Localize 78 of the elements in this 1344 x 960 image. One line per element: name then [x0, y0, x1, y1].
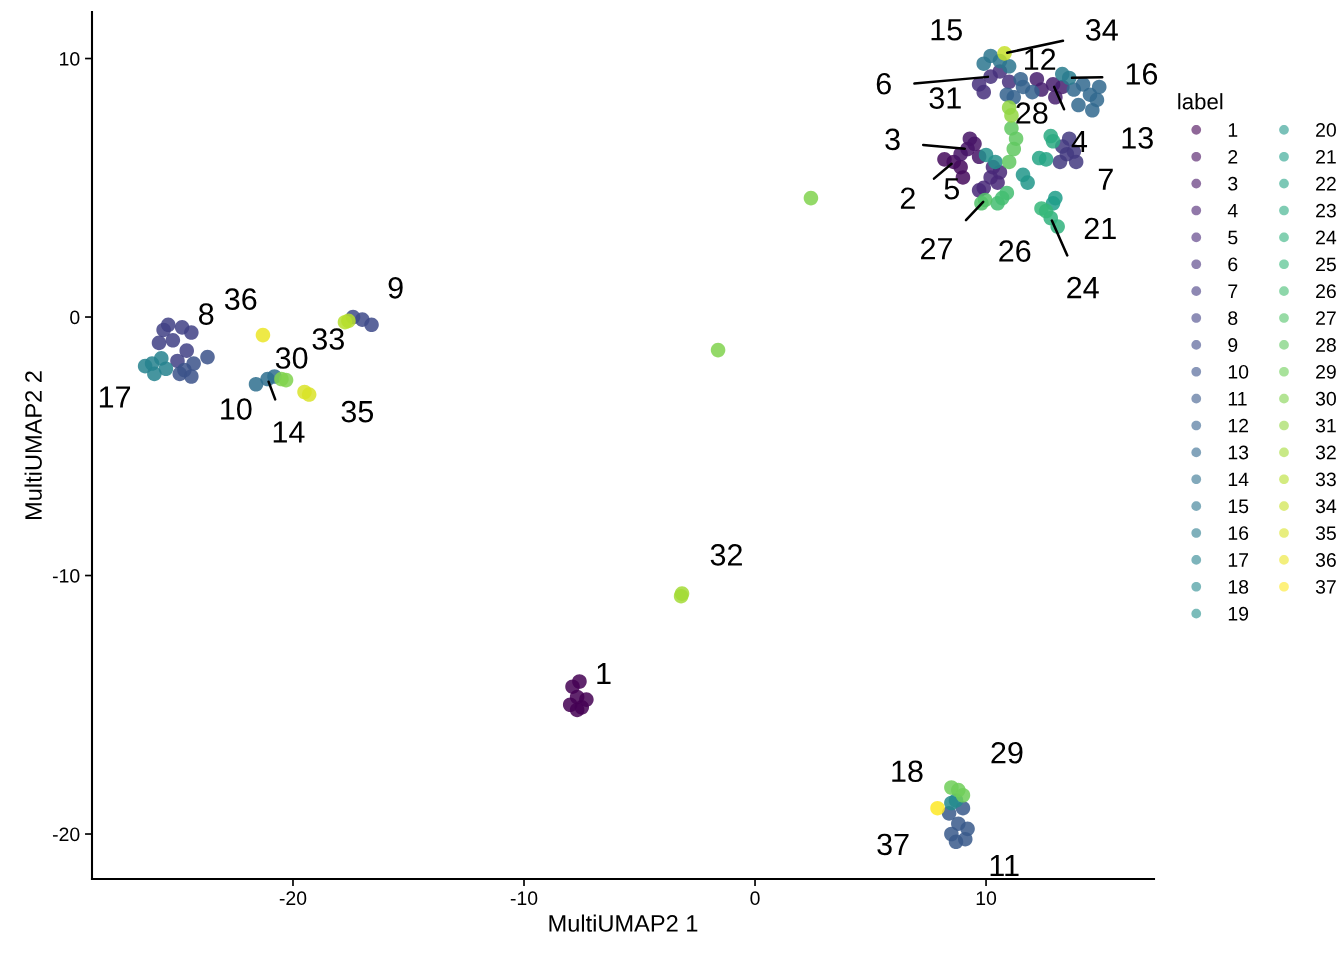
- text: 5: [944, 178, 959, 200]
- legend-label: 37: [1315, 579, 1336, 594]
- text: 31: [929, 87, 961, 109]
- legend-label: 11: [1228, 392, 1247, 406]
- x-tick-label: 10: [976, 891, 997, 906]
- text: 32: [710, 544, 742, 566]
- text: 34: [1085, 19, 1118, 41]
- legend-label: 35: [1315, 526, 1336, 541]
- text: 14: [273, 421, 305, 443]
- text: 12: [1025, 48, 1056, 70]
- text: 37: [877, 833, 909, 856]
- legend-label: 34: [1315, 499, 1337, 514]
- text: 30: [275, 347, 308, 369]
- legend-label: 15: [1228, 499, 1249, 514]
- legend-label: 20: [1316, 123, 1336, 137]
- text: 26: [999, 240, 1031, 262]
- text: 28: [1016, 102, 1048, 124]
- legend-label: 9: [1228, 338, 1238, 352]
- x-tick-label: 0: [750, 891, 760, 906]
- legend-label: 6: [1228, 257, 1238, 272]
- text: 36: [224, 288, 257, 310]
- legend-label: 4: [1227, 203, 1238, 218]
- y-tick-label: -10: [52, 568, 80, 583]
- text: 23: [885, 128, 915, 209]
- legend-label: 14: [1228, 472, 1249, 487]
- text: 17: [99, 386, 131, 408]
- legend-label: 22: [1316, 176, 1336, 191]
- legend-label: 12: [1228, 418, 1249, 433]
- legend-label: 17: [1228, 553, 1249, 567]
- text: 21: [1084, 217, 1116, 239]
- y-axis-title: MultiUMAP2 2: [24, 371, 42, 520]
- y-tick-label: -20: [52, 827, 80, 842]
- legend-label: 32: [1315, 445, 1336, 460]
- legend-label: 2: [1228, 149, 1238, 164]
- legend-label: 3: [1228, 176, 1238, 191]
- legend-label: 8: [1228, 311, 1238, 325]
- text: 24: [1067, 276, 1099, 299]
- legend-label: 26: [1316, 284, 1336, 299]
- y-tick-label: 0: [70, 310, 80, 325]
- legend-label: 31: [1315, 418, 1336, 433]
- text: 9: [388, 277, 403, 299]
- text: 11: [990, 855, 1019, 877]
- x-axis-title: MultiUMAP2 1: [549, 914, 698, 932]
- text: 8: [199, 303, 214, 325]
- text: 15: [931, 19, 962, 41]
- text: 6: [876, 72, 891, 95]
- text: 27: [921, 237, 952, 260]
- text: 1: [597, 663, 611, 685]
- legend-label: 30: [1315, 391, 1336, 406]
- legend-label: 29: [1316, 364, 1336, 379]
- legend-label: 18: [1228, 579, 1249, 594]
- legend-label: 25: [1316, 257, 1336, 272]
- legend-label: 27: [1316, 311, 1336, 325]
- legend-label: 28: [1316, 338, 1336, 352]
- legend-label: 24: [1316, 230, 1337, 245]
- text: 16: [1126, 63, 1158, 85]
- x-tick-label: -20: [279, 891, 307, 906]
- text: 29: [991, 741, 1023, 764]
- legend-label: 7: [1228, 284, 1238, 298]
- legend-label: 5: [1228, 230, 1238, 245]
- legend-label: 16: [1228, 526, 1249, 541]
- legend-label: 21: [1316, 149, 1336, 164]
- text: 18: [892, 760, 923, 783]
- legend-label: 10: [1228, 364, 1249, 379]
- legend-label: 33: [1315, 472, 1336, 487]
- x-tick-label: -10: [510, 891, 538, 906]
- text: 33: [312, 328, 344, 350]
- legend-label: 1: [1228, 123, 1238, 137]
- y-tick-label: 10: [60, 52, 80, 66]
- text: 10: [221, 398, 252, 420]
- text: 7: [1098, 168, 1113, 190]
- legend-label: 23: [1316, 203, 1336, 218]
- legend-label: 13: [1228, 445, 1249, 460]
- legend-label: 19: [1228, 606, 1249, 621]
- text: 13: [1122, 127, 1153, 149]
- text: 35: [341, 400, 374, 423]
- legend-label: 36: [1315, 553, 1336, 567]
- legend-title: label: [1178, 93, 1223, 110]
